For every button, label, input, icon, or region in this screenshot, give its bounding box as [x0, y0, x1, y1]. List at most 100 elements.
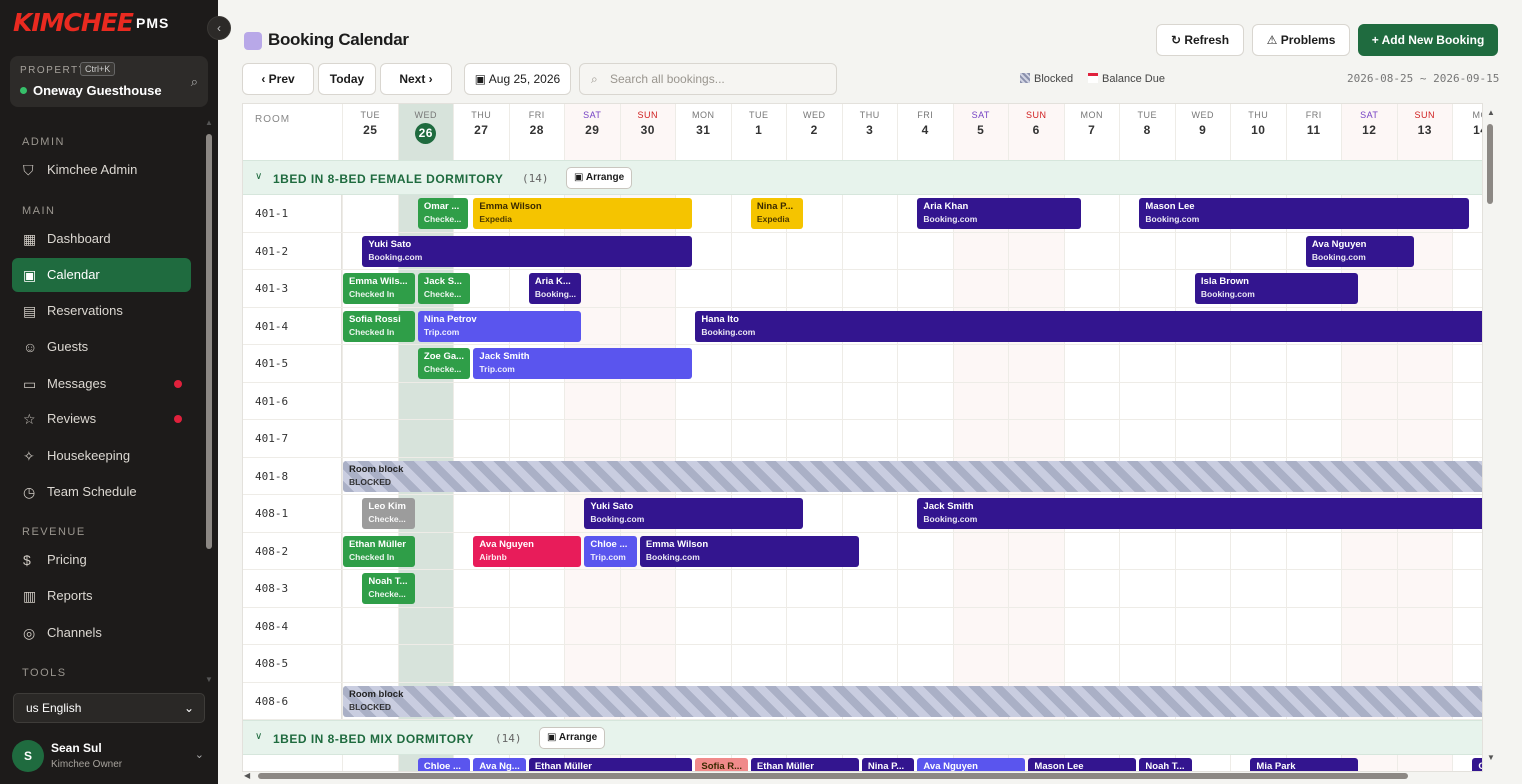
scroll-down-icon[interactable]: ▼ — [205, 675, 213, 684]
sidebar-item-pricing[interactable]: $ Pricing — [12, 543, 191, 577]
booking-bar[interactable]: Emma Wils... Checked In — [343, 273, 415, 304]
sidebar-item-messages[interactable]: ▭ Messages — [12, 367, 191, 401]
calendar-horizontal-scrollbar[interactable]: ◀ — [242, 770, 1492, 782]
sidebar-item-reviews[interactable]: ☆ Reviews — [12, 402, 191, 436]
booking-bar[interactable]: Isla Brown Booking.com — [1194, 273, 1359, 304]
room-block-bar[interactable]: Room block BLOCKED — [343, 460, 1482, 492]
day-header[interactable]: WED 26 — [399, 104, 454, 160]
day-header[interactable]: SAT 5 — [954, 104, 1009, 160]
booking-bar[interactable]: C... — [1472, 758, 1482, 771]
booking-bar[interactable]: Mason Lee — [1028, 758, 1137, 771]
booking-bar[interactable]: Nina Petrov Trip.com — [417, 310, 582, 342]
booking-bar[interactable]: Jack Smith Trip.com — [473, 348, 693, 379]
scroll-up-icon[interactable]: ▲ — [1487, 108, 1495, 117]
booking-bar[interactable]: Noah T... Checke... — [362, 573, 415, 604]
calendar-vertical-scrollbar[interactable]: ▲ ▼ — [1484, 108, 1498, 762]
booking-bar[interactable]: Yuki Sato Booking.com — [362, 235, 693, 267]
booking-bar[interactable]: Jack Smith Booking.com — [917, 498, 1482, 529]
room-block-bar[interactable]: Room block BLOCKED — [343, 685, 1482, 717]
booking-bar[interactable]: Aria Khan Booking.com — [917, 198, 1081, 229]
add-booking-button[interactable]: + Add New Booking — [1358, 24, 1498, 56]
scroll-left-icon[interactable]: ◀ — [244, 771, 251, 780]
booking-bar[interactable]: Ethan Müller — [528, 758, 693, 771]
chevron-down-icon[interactable]: ∨ — [255, 731, 263, 742]
day-header[interactable]: SUN 30 — [621, 104, 676, 160]
arrange-button[interactable]: ▣ Arrange — [566, 167, 633, 189]
date-picker[interactable]: ▣ Aug 25, 2026 — [464, 63, 571, 95]
booking-bar[interactable]: Mia Park — [1250, 758, 1359, 771]
day-header[interactable]: MON 7 — [1065, 104, 1120, 160]
day-header[interactable]: FRI 28 — [510, 104, 565, 160]
sidebar-item-kimchee-admin[interactable]: ⛉ Kimchee Admin — [12, 153, 191, 187]
day-header[interactable]: TUE 8 — [1120, 104, 1175, 160]
problems-button[interactable]: ⚠ Problems — [1252, 24, 1350, 56]
sidebar-item-reports[interactable]: ▥ Reports — [12, 579, 191, 613]
day-header[interactable]: SUN 13 — [1398, 104, 1453, 160]
booking-bar[interactable]: Leo Kim Checke... — [362, 498, 415, 529]
day-header[interactable]: THU 27 — [454, 104, 509, 160]
collapse-sidebar-button[interactable]: ‹ — [207, 16, 231, 40]
day-header[interactable]: WED 2 — [787, 104, 842, 160]
sidebar-item-guests[interactable]: ☺ Guests — [12, 330, 191, 364]
day-header[interactable]: THU 10 — [1231, 104, 1286, 160]
language-select[interactable]: us English ⌄ — [13, 693, 205, 723]
booking-bar[interactable]: Omar ... Checke... — [417, 198, 468, 229]
day-header[interactable]: SAT 29 — [565, 104, 620, 160]
sidebar-scrollbar[interactable]: ▲ ▼ — [203, 118, 215, 684]
day-header[interactable]: MO 14 — [1453, 104, 1483, 160]
booking-bar[interactable]: Chloe ... — [417, 758, 471, 771]
day-header[interactable]: MON 31 — [676, 104, 731, 160]
scroll-down-icon[interactable]: ▼ — [1487, 753, 1495, 762]
booking-bar[interactable]: Jack S... Checke... — [417, 273, 471, 304]
day-header[interactable]: WED 9 — [1176, 104, 1231, 160]
day-header[interactable]: TUE 25 — [343, 104, 398, 160]
booking-bar[interactable]: Noah T... — [1139, 758, 1192, 771]
user-menu[interactable]: S Sean Sul Kimchee Owner ⌄ — [0, 732, 218, 784]
scroll-up-icon[interactable]: ▲ — [205, 118, 213, 127]
booking-bar[interactable]: Zoe Ga... Checke... — [417, 348, 471, 379]
booking-bar[interactable]: Yuki Sato Booking.com — [584, 498, 804, 529]
day-header[interactable]: FRI 4 — [898, 104, 953, 160]
booking-bar[interactable]: Nina P... — [861, 758, 915, 771]
sidebar-item-channels[interactable]: ◎ Channels — [12, 616, 191, 650]
day-header[interactable]: TUE 1 — [732, 104, 787, 160]
day-header[interactable]: FRI 11 — [1287, 104, 1342, 160]
booking-bar[interactable]: Sofia Rossi Checked In — [343, 310, 415, 342]
booking-bar[interactable]: Emma Wilson Expedia — [473, 198, 693, 229]
scrollbar-thumb[interactable] — [1487, 124, 1493, 204]
day-header[interactable]: SAT 12 — [1342, 104, 1397, 160]
prev-button[interactable]: ‹ Prev — [242, 63, 314, 95]
property-switcher[interactable]: PROPERTY Ctrl+K Oneway Guesthouse ⌕ — [10, 56, 208, 107]
sidebar-item-reservations[interactable]: ▤ Reservations — [12, 294, 191, 328]
sidebar-item-calendar[interactable]: ▣ Calendar — [12, 258, 191, 292]
scrollbar-thumb[interactable] — [258, 773, 1408, 779]
chevron-down-icon[interactable]: ∨ — [255, 171, 263, 182]
day-header[interactable]: THU 3 — [843, 104, 898, 160]
today-button[interactable]: Today — [318, 63, 376, 95]
booking-bar[interactable]: Ethan Müller — [750, 758, 859, 771]
sidebar-item-housekeeping[interactable]: ✧ Housekeeping — [12, 439, 191, 473]
booking-bar[interactable]: Emma Wilson Booking.com — [639, 535, 859, 567]
refresh-button[interactable]: ↻ Refresh — [1156, 24, 1244, 56]
room-group-header[interactable]: ∨ 1BED IN 8-BED FEMALE DORMITORY (14) ▣ Arr… — [243, 160, 1482, 195]
booking-bar[interactable]: Ava Nguyen Booking.com — [1305, 235, 1414, 267]
booking-bar[interactable]: Aria K... Booking... — [528, 273, 582, 304]
booking-bar[interactable]: Sofia R... — [695, 758, 748, 771]
booking-bar[interactable]: Ava Nguyen Airbnb — [473, 535, 582, 567]
booking-bar[interactable]: Ethan Müller Checked In — [343, 535, 415, 567]
booking-bar[interactable]: Nina P... Expedia — [750, 198, 804, 229]
day-header[interactable]: SUN 6 — [1009, 104, 1064, 160]
booking-bar[interactable]: Ava Nguyen — [917, 758, 1026, 771]
sidebar-item-dashboard[interactable]: ▦ Dashboard — [12, 222, 191, 256]
booking-bar[interactable]: Chloe ... Trip.com — [584, 535, 637, 567]
sidebar-item-team-schedule[interactable]: ◷ Team Schedule — [12, 475, 191, 509]
arrange-button[interactable]: ▣ Arrange — [539, 727, 606, 749]
booking-bar[interactable]: Mason Lee Booking.com — [1139, 198, 1470, 229]
booking-bar[interactable]: Ava Ng... — [473, 758, 526, 771]
next-button[interactable]: Next › — [380, 63, 452, 95]
room-group-header[interactable]: ∨ 1BED IN 8-BED MIX DORMITORY (14) ▣ Arrang… — [243, 720, 1482, 755]
search-input[interactable]: ⌕ Search all bookings... — [579, 63, 837, 95]
scrollbar-thumb[interactable] — [206, 134, 212, 549]
search-icon[interactable]: ⌕ — [190, 74, 198, 89]
booking-bar[interactable]: Hana Ito Booking.com — [695, 310, 1482, 342]
